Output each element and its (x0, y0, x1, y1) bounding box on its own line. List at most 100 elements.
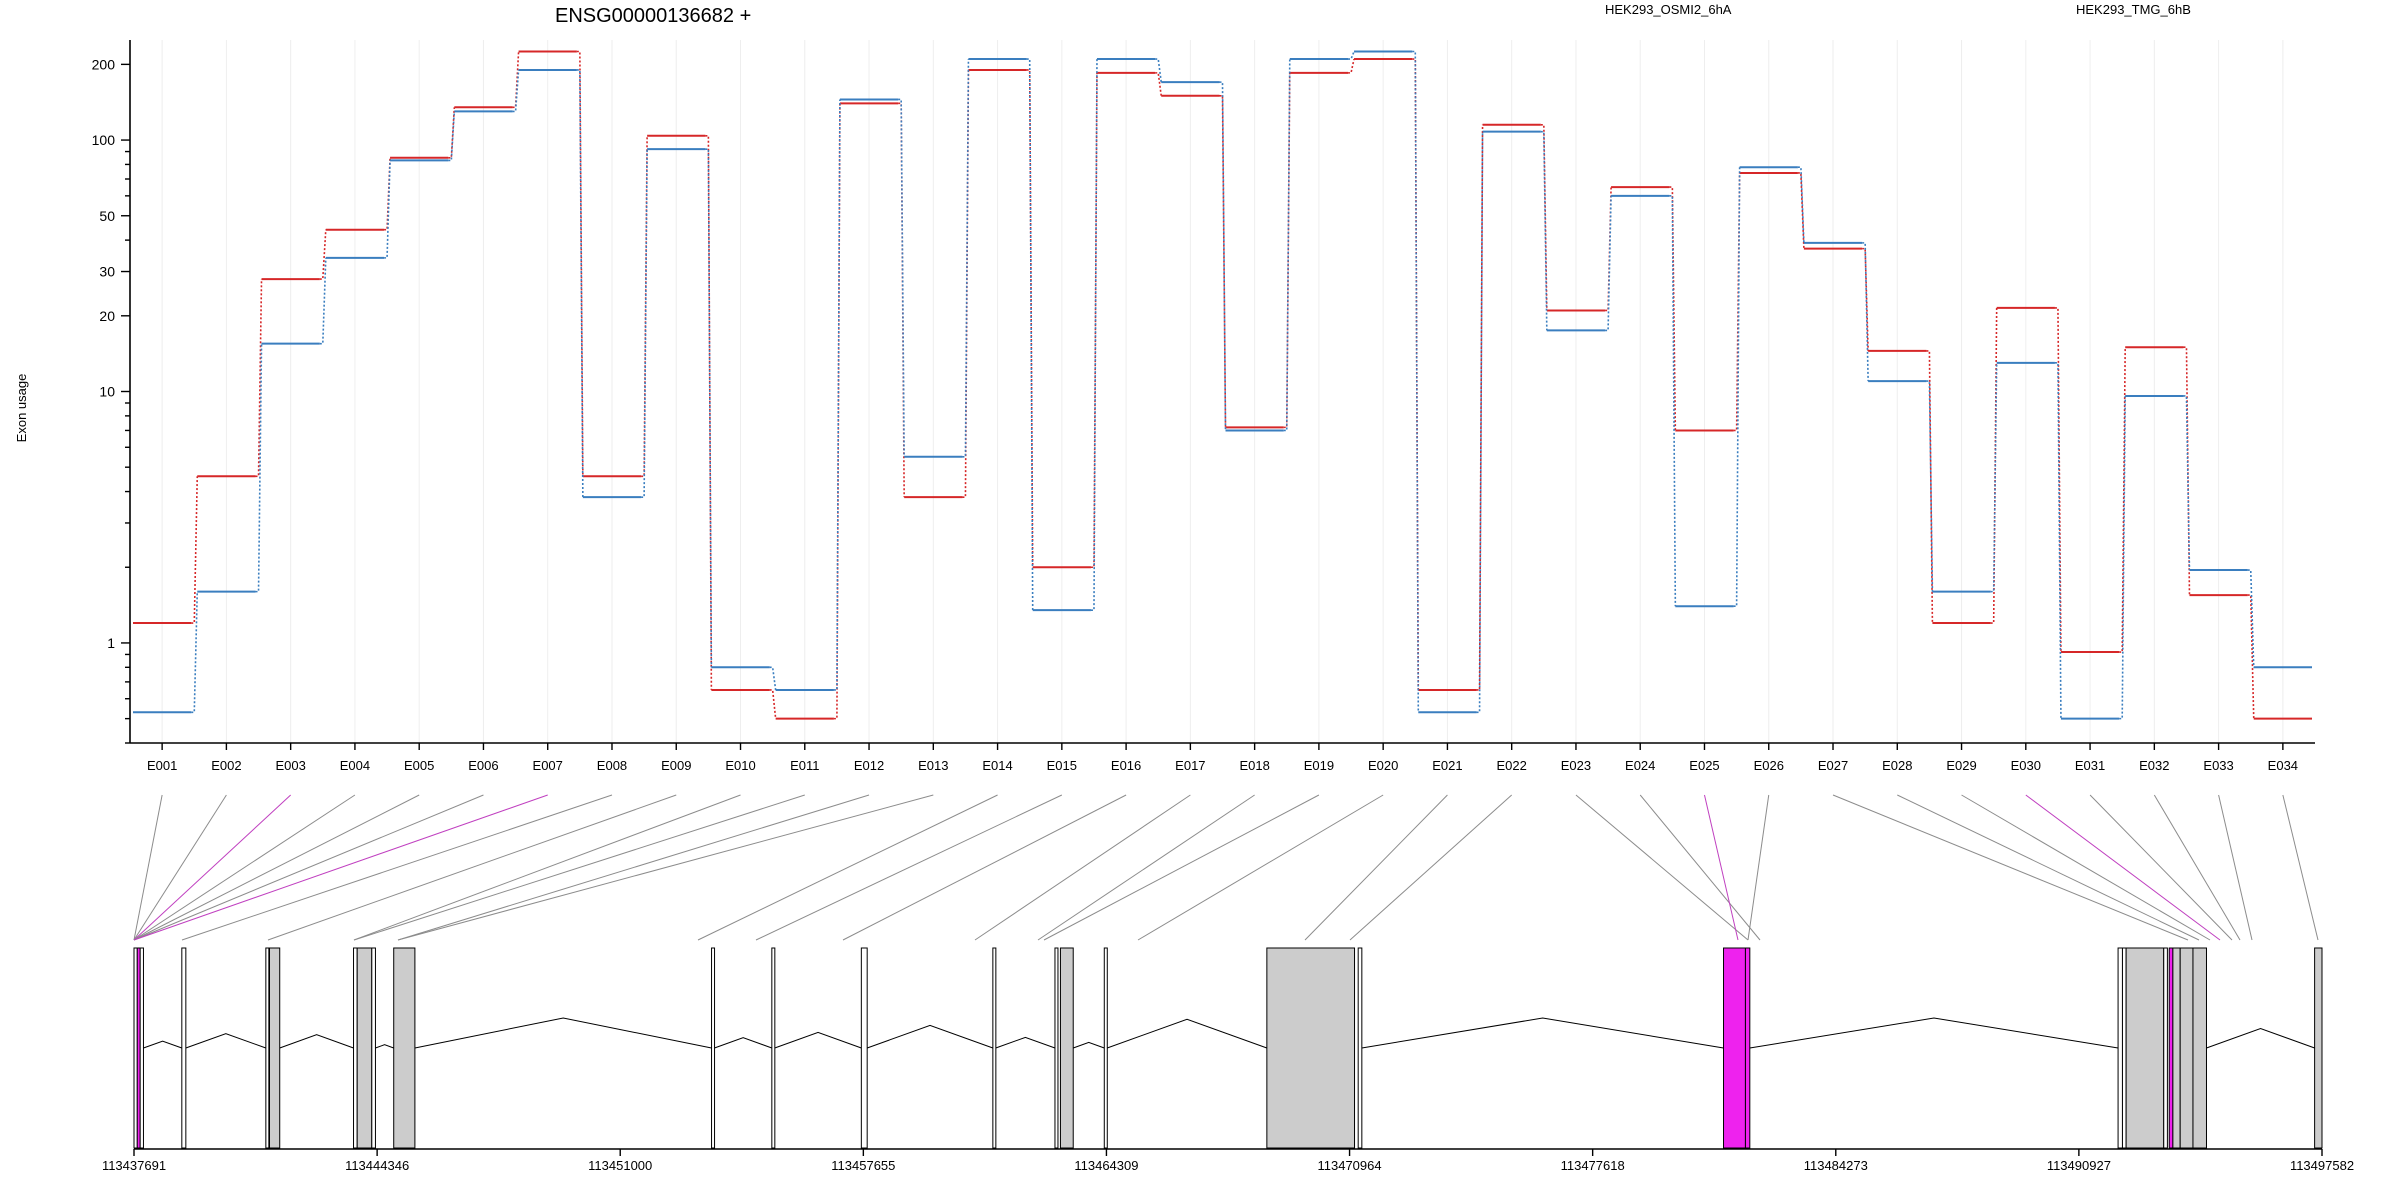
coordinate-tick-label: 113490927 (2047, 1158, 2111, 1173)
x-tick-label-E004: E004 (340, 758, 370, 773)
series-2-connector-E013 (962, 59, 970, 458)
series-1-connector-E007 (576, 50, 584, 477)
x-tick-label-E032: E032 (2139, 758, 2169, 773)
series-1-connector-E024 (1669, 186, 1677, 431)
series-2-connector-E005 (448, 111, 456, 162)
intron (714, 1037, 772, 1049)
connector-E026 (1747, 794, 1770, 941)
connector-E002 (133, 794, 227, 941)
exon-box (1103, 947, 1108, 1149)
series-1-connector-E022 (1540, 123, 1548, 311)
series-2 (133, 50, 2312, 720)
series-1-connector-E020 (1412, 58, 1420, 690)
y-tick-label-100: 100 (92, 132, 116, 148)
series-1-connector-E006 (512, 51, 520, 109)
x-tick-label-E018: E018 (1239, 758, 1269, 773)
x-tick-label-E021: E021 (1432, 758, 1462, 773)
connector-E007 (133, 794, 548, 941)
exon-box (139, 947, 144, 1149)
series-1-connector-E021 (1476, 124, 1484, 691)
exon-box (2163, 947, 2168, 1149)
series-1-connector-E003 (319, 229, 327, 280)
coordinate-tick-label: 113464309 (1074, 1158, 1138, 1173)
series-1-connector-E027 (1862, 247, 1869, 351)
exon-box (2117, 947, 2123, 1149)
connector-E029 (1961, 794, 2211, 941)
series-1-connector-E002 (255, 279, 263, 478)
coordinate-tick-label: 113451000 (588, 1158, 652, 1173)
x-tick-label-E027: E027 (1818, 758, 1848, 773)
exon-box (2168, 947, 2174, 1149)
exon-box (1357, 947, 1363, 1149)
intron (1073, 1041, 1105, 1049)
series-2-connector-E001 (191, 591, 199, 714)
y-tick-label-10: 10 (99, 384, 115, 400)
exon-box (356, 947, 373, 1149)
connector-E020 (1137, 794, 1384, 941)
exon-box (992, 947, 997, 1149)
series-2-connector-E025 (1733, 167, 1741, 607)
series-1-connector-E017 (1219, 94, 1227, 428)
series-2-connector-E020 (1412, 50, 1420, 713)
series-2-connector-E029 (1990, 362, 1998, 593)
coordinate-tick-label: 113497582 (2290, 1158, 2354, 1173)
x-tick-label-E019: E019 (1304, 758, 1334, 773)
x-tick-label-E015: E015 (1047, 758, 1077, 773)
exon-box (1059, 947, 1074, 1149)
series-2-connector-E011 (833, 99, 841, 691)
series-1-connector-E019 (1348, 58, 1355, 74)
intron (143, 1040, 182, 1049)
series-2-connector-E015 (1090, 59, 1098, 611)
coordinate-tick-label: 113470964 (1318, 1158, 1382, 1173)
series-2-connector-E009 (705, 148, 713, 668)
connector-E011 (353, 794, 805, 941)
exon-connectors (133, 794, 2319, 941)
coordinate-tick-label: 113477618 (1561, 1158, 1625, 1173)
series-2-connector-E031 (2119, 395, 2127, 720)
connector-E022 (1349, 794, 1513, 941)
exon-box (1723, 947, 1746, 1149)
x-tick-label-E001: E001 (147, 758, 177, 773)
series-2-connector-E014 (1026, 58, 1034, 611)
x-tick-label-E005: E005 (404, 758, 434, 773)
legend-entry-tmg: HEK293_TMG_6hB (2076, 2, 2191, 17)
x-tick-label-E008: E008 (597, 758, 627, 773)
exon-box (393, 947, 416, 1149)
coordinate-tick-label: 113437691 (102, 1158, 166, 1173)
series-1-connector-E016 (1155, 72, 1163, 96)
series-lines (133, 50, 2312, 720)
connector-E008 (181, 794, 613, 941)
chart-title: ENSG00000136682 + (555, 5, 751, 27)
intron (414, 1017, 712, 1049)
connector-E012 (397, 794, 870, 941)
genomic-coordinate-axis: 113437691 113444346 113451000 113457655 1134… (102, 1148, 2354, 1173)
connector-E003 (133, 794, 292, 941)
series-1-connector-E005 (448, 107, 456, 159)
exon-box (1744, 947, 1751, 1149)
series-1-connector-E004 (384, 157, 391, 231)
x-tick-label-E023: E023 (1561, 758, 1591, 773)
series-2-connector-E003 (319, 257, 327, 345)
x-tick-label-E031: E031 (2075, 758, 2105, 773)
x-tick-label-E025: E025 (1689, 758, 1719, 773)
exon-box (2314, 947, 2323, 1149)
connector-E033 (2218, 794, 2253, 941)
connector-E016 (842, 794, 1127, 941)
x-tick-label-E028: E028 (1882, 758, 1912, 773)
x-tick-label-E033: E033 (2203, 758, 2233, 773)
exon-box (371, 947, 376, 1149)
x-tick-label-E009: E009 (661, 758, 691, 773)
connector-E034 (2282, 794, 2319, 941)
connector-E005 (133, 794, 420, 941)
series-2-connector-E010 (769, 666, 777, 691)
series-2-connector-E008 (641, 149, 648, 498)
connector-E018 (1037, 794, 1255, 941)
series-1-connector-E009 (705, 134, 713, 690)
legend-entry-osmi2: HEK293_OSMI2_6hA (1605, 2, 1732, 17)
series-1-connector-E014 (1026, 69, 1034, 568)
x-tick-label-E030: E030 (2011, 758, 2041, 773)
connector-E004 (133, 794, 356, 941)
intron (995, 1036, 1056, 1049)
connector-E031 (2089, 794, 2233, 941)
series-2-connector-E021 (1476, 131, 1484, 714)
